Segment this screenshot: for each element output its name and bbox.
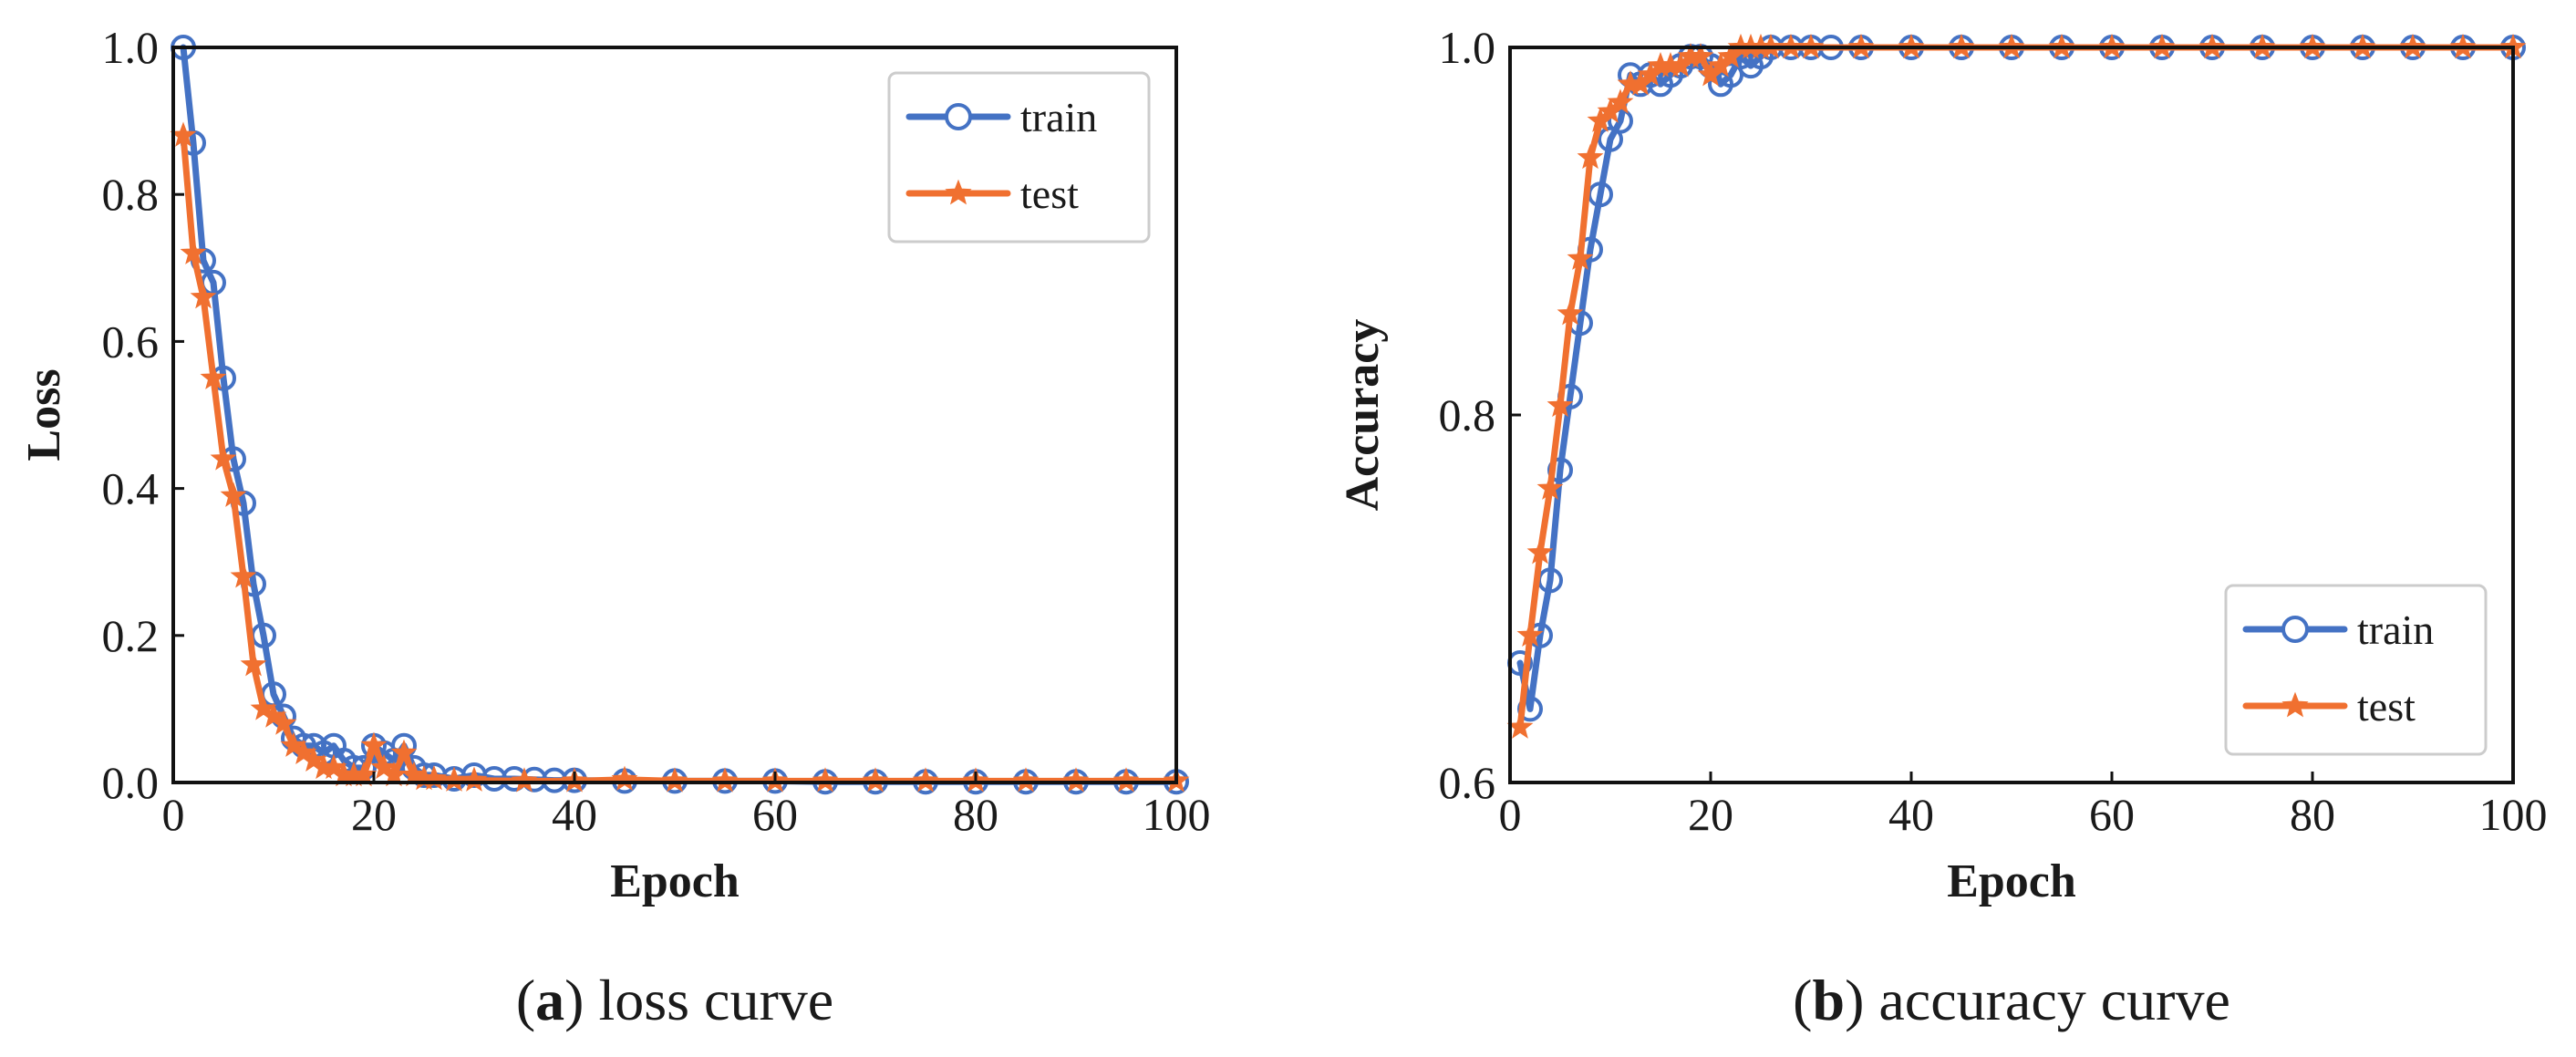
series-test-point — [1547, 391, 1574, 418]
x-tick-label: 80 — [953, 789, 998, 840]
series-test-point — [190, 283, 217, 309]
y-tick-label: 1.0 — [1439, 22, 1496, 73]
series-test-point — [1062, 767, 1090, 793]
legend-label-train: train — [1020, 94, 1097, 140]
accuracy-chart-panel: 0 20 40 60 80 1000.60.81.0EpochAccuracytraint… — [1337, 22, 2548, 1032]
series-test-point — [1607, 88, 1634, 114]
y-tick-label: 0.8 — [1439, 389, 1496, 440]
series-test-point — [1577, 143, 1604, 170]
y-tick-label: 0.6 — [1439, 757, 1496, 808]
legend: train test — [2224, 584, 2488, 756]
y-tick-label: 0.0 — [102, 757, 160, 808]
x-tick-label: 20 — [351, 789, 397, 840]
y-axis-title: Accuracy — [1337, 319, 1389, 512]
series-test-point — [270, 710, 297, 735]
series-test-point — [661, 767, 688, 793]
series-test-point — [611, 765, 638, 792]
plot-frame — [171, 46, 1178, 784]
series-test-point — [912, 767, 939, 793]
series-test-point — [180, 239, 207, 264]
legend: train test — [887, 71, 1151, 244]
legend-label-test: test — [2357, 683, 2416, 730]
x-axis-title: Epoch — [1947, 855, 2076, 907]
legend-box — [887, 71, 1151, 244]
series-train-point — [1608, 108, 1633, 134]
legend-marker-test — [2281, 691, 2309, 718]
series-test-point — [390, 739, 418, 765]
legend-marker-test — [945, 179, 972, 205]
series-test-point — [511, 767, 538, 793]
series-test-point — [1516, 621, 1544, 648]
y-tick-label: 0.2 — [102, 610, 160, 661]
series-test-point — [812, 767, 839, 793]
x-axis-title: Epoch — [610, 855, 740, 907]
x-tick-label: 20 — [1688, 789, 1733, 840]
figure-caption: (a) loss curve — [516, 968, 833, 1032]
x-tick-label: 40 — [1888, 789, 1934, 840]
series-test-point — [350, 761, 378, 787]
legend-label-test: test — [1020, 171, 1079, 217]
legend-marker-train — [945, 103, 972, 130]
series-test-point — [210, 445, 237, 471]
y-tick-label: 0.6 — [102, 316, 160, 367]
figure-caption: (b) accuracy curve — [1793, 968, 2230, 1032]
loss-chart-panel: 0 20 40 60 80 100 0.0 0.2 0.4 0.6 0.8 1.0 Epoch Loss t… — [18, 22, 1211, 1032]
series-test-point — [711, 767, 739, 793]
series-test-point — [1687, 42, 1714, 68]
x-tick-label: 80 — [2290, 789, 2335, 840]
x-tick-label: 0 — [162, 789, 185, 840]
series-test-point — [220, 482, 247, 507]
x-tick-label: 0 — [1499, 789, 1522, 840]
legend-box — [2224, 584, 2488, 756]
x-tick-label: 40 — [552, 789, 597, 840]
x-tick-label: 100 — [2479, 789, 2548, 840]
y-axis-title: Loss — [18, 368, 70, 461]
series-test-point — [1526, 538, 1554, 565]
series-test-point — [1112, 767, 1140, 793]
series-test-point — [862, 767, 889, 793]
x-tick-label: 100 — [1143, 789, 1211, 840]
series-test-point — [1536, 474, 1564, 500]
series-test-point — [1012, 767, 1040, 793]
series-test-point — [1557, 300, 1584, 326]
series-test-point — [1567, 244, 1594, 270]
series-test-point — [200, 364, 227, 389]
series-test-point — [240, 650, 267, 677]
x-tick-label: 60 — [2089, 789, 2135, 840]
y-tick-label: 1.0 — [102, 22, 160, 73]
legend-label-train: train — [2357, 606, 2434, 653]
series-test-point — [230, 563, 257, 588]
x-tick-label: 60 — [752, 789, 798, 840]
series-test-point — [360, 731, 388, 757]
series-test-point — [460, 766, 488, 792]
y-tick-label: 0.8 — [102, 169, 160, 220]
legend-marker-train — [2281, 616, 2309, 643]
y-tick-label: 0.4 — [102, 463, 160, 514]
